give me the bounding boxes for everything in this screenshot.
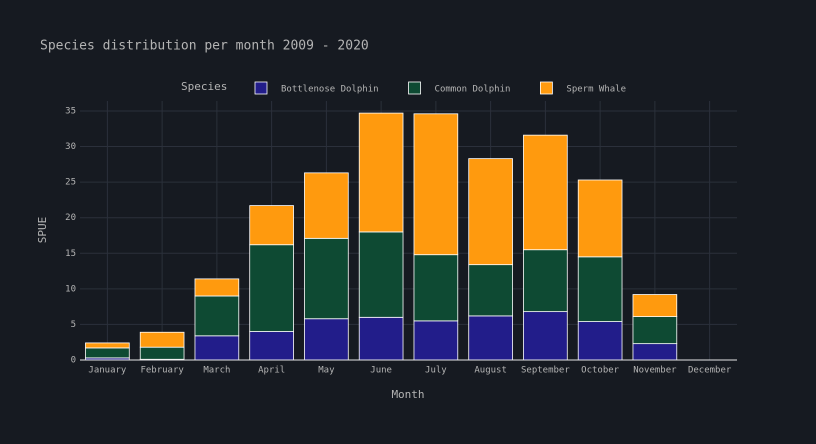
- bar-segment: [194, 335, 240, 361]
- bar-segment: [523, 311, 568, 361]
- bar-segment: [194, 278, 240, 297]
- x-tick-label: March: [203, 366, 230, 376]
- legend-swatch: [254, 81, 268, 95]
- bar-segment: [413, 320, 459, 361]
- bar-segment: [358, 316, 404, 361]
- bar-segment: [577, 256, 623, 322]
- bar-segment: [523, 134, 568, 251]
- y-tick-label: 30: [65, 142, 76, 152]
- y-tick-label: 20: [65, 213, 76, 223]
- legend-label: Sperm Whale: [566, 85, 626, 95]
- bar-segment: [577, 179, 623, 258]
- bar-segment: [85, 347, 130, 359]
- y-tick-label: 0: [71, 356, 76, 366]
- bar-segment: [304, 318, 349, 361]
- y-tick-label: 35: [65, 106, 76, 116]
- x-tick-label: February: [140, 366, 184, 376]
- bar-segment: [468, 158, 513, 266]
- x-tick-label: June: [370, 366, 392, 376]
- chart-title: Species distribution per month 2009 - 20…: [40, 39, 369, 54]
- y-tick-label: 15: [65, 249, 76, 259]
- bar-segment: [139, 346, 185, 360]
- x-tick-label: July: [425, 366, 447, 376]
- bar-segment: [358, 112, 404, 233]
- bar-segment: [632, 294, 678, 317]
- x-tick-label: October: [581, 366, 620, 376]
- x-axis-title: Month: [391, 388, 424, 401]
- x-tick-label: November: [633, 366, 677, 376]
- bar-segment: [304, 237, 349, 320]
- x-tick-label: August: [474, 366, 507, 376]
- bar-segment: [194, 295, 240, 337]
- y-tick-label: 5: [71, 320, 76, 330]
- bar-segment: [358, 231, 404, 318]
- legend-label: Common Dolphin: [435, 85, 511, 95]
- bar-segment: [632, 343, 678, 361]
- bar-segment: [249, 244, 294, 332]
- bar-segment: [632, 316, 678, 345]
- bar-segment: [139, 331, 185, 348]
- bar-segment: [249, 331, 294, 361]
- x-tick-label: December: [688, 366, 732, 376]
- legend-swatch: [540, 81, 553, 95]
- y-axis-title: SPUE: [36, 217, 49, 244]
- bar-segment: [413, 113, 459, 256]
- legend-label: Bottlenose Dolphin: [281, 85, 379, 95]
- y-tick-label: 25: [65, 178, 76, 188]
- bar-segment: [249, 205, 294, 246]
- y-tick-label: 10: [65, 284, 76, 294]
- x-tick-label: April: [258, 366, 285, 376]
- bar-segment: [468, 315, 513, 361]
- bar-segment: [413, 254, 459, 322]
- bar-segment: [523, 249, 568, 313]
- x-tick-label: January: [88, 366, 127, 376]
- bar-segment: [577, 321, 623, 361]
- x-tick-label: May: [318, 366, 335, 376]
- legend-title: Species: [181, 80, 227, 93]
- legend-swatch: [408, 81, 421, 95]
- bar-segment: [85, 342, 130, 349]
- bar-segment: [304, 172, 349, 239]
- bar-segment: [468, 264, 513, 317]
- x-tick-label: September: [521, 366, 570, 376]
